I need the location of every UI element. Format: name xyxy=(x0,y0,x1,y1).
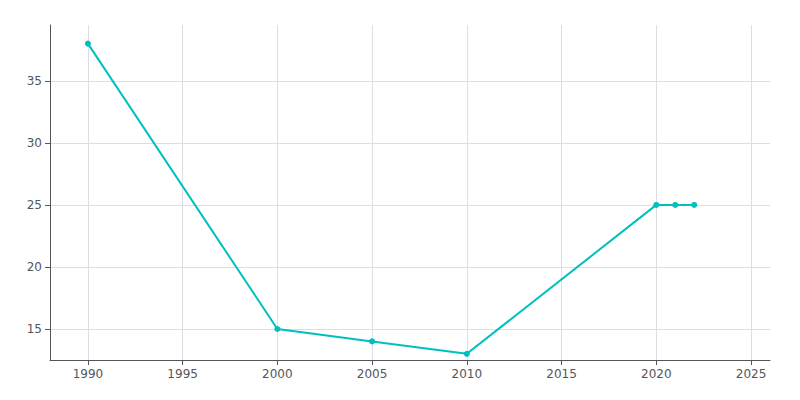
svg-text:35: 35 xyxy=(27,74,42,88)
svg-text:2005: 2005 xyxy=(357,367,388,381)
svg-text:20: 20 xyxy=(27,260,42,274)
svg-text:2025: 2025 xyxy=(736,367,767,381)
svg-text:25: 25 xyxy=(27,198,42,212)
svg-text:15: 15 xyxy=(27,322,42,336)
svg-text:1995: 1995 xyxy=(167,367,198,381)
svg-text:30: 30 xyxy=(27,136,42,150)
svg-text:2000: 2000 xyxy=(262,367,293,381)
svg-text:2015: 2015 xyxy=(546,367,577,381)
svg-text:2010: 2010 xyxy=(452,367,483,381)
svg-text:1990: 1990 xyxy=(73,367,104,381)
svg-text:2020: 2020 xyxy=(641,367,672,381)
